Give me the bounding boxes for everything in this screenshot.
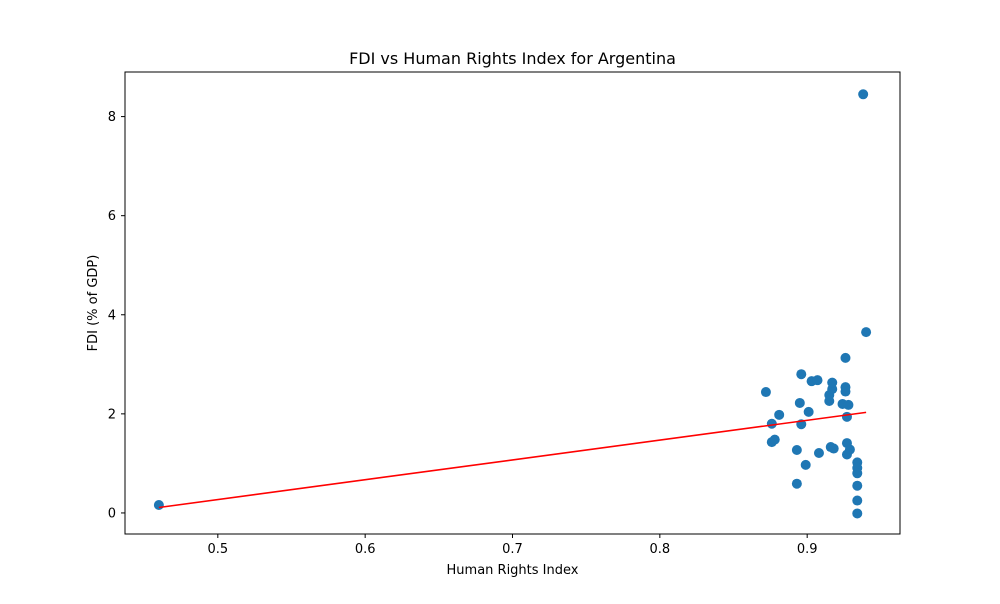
x-tick-label: 0.5 [207, 542, 228, 557]
data-point [827, 377, 838, 388]
data-point [794, 397, 805, 408]
x-tick-label: 0.8 [649, 542, 670, 557]
data-point [852, 508, 863, 519]
data-point [812, 375, 823, 386]
data-point [760, 387, 771, 398]
data-point [813, 447, 824, 458]
data-point [841, 411, 852, 422]
data-point [844, 444, 855, 455]
x-axis-label: Human Rights Index [447, 563, 579, 578]
data-point [796, 369, 807, 380]
x-tick-label: 0.9 [797, 542, 818, 557]
data-point [800, 459, 811, 470]
data-point [840, 352, 851, 363]
y-tick-label: 8 [108, 110, 116, 125]
data-point [774, 409, 785, 420]
y-tick-label: 4 [108, 308, 116, 323]
data-point [803, 406, 814, 417]
y-tick-label: 2 [108, 407, 116, 422]
x-tick-label: 0.7 [502, 542, 523, 557]
data-point [852, 468, 863, 479]
data-point [852, 495, 863, 506]
trend-line [158, 411, 867, 509]
data-point [852, 480, 863, 491]
y-tick-label: 6 [108, 209, 116, 224]
data-point [791, 445, 802, 456]
data-point [840, 386, 851, 397]
y-axis-label: FDI (% of GDP) [86, 255, 101, 352]
data-point [843, 399, 854, 410]
x-tick-label: 0.6 [355, 542, 376, 557]
data-point [791, 478, 802, 489]
data-point [828, 443, 839, 454]
y-tick-label: 0 [108, 506, 116, 521]
data-point [769, 434, 780, 445]
plot-area [153, 89, 872, 519]
chart-title: FDI vs Human Rights Index for Argentina [349, 49, 676, 68]
data-point [766, 418, 777, 429]
data-point [861, 327, 872, 338]
data-point [153, 500, 164, 511]
data-point [858, 89, 869, 100]
